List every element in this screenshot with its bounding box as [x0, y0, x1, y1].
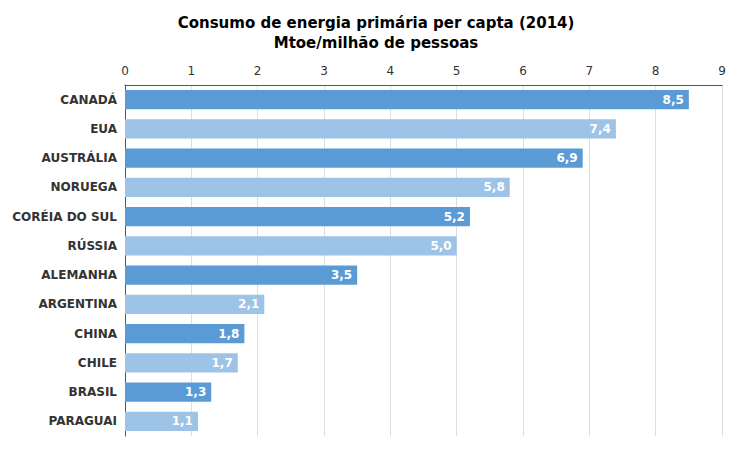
svg-text:1,7: 1,7: [212, 356, 233, 370]
svg-text:ALEMANHA: ALEMANHA: [41, 268, 117, 282]
svg-text:Consumo de energia primária pe: Consumo de energia primária per capta (2…: [178, 14, 575, 32]
svg-text:3,5: 3,5: [331, 268, 352, 282]
svg-text:1,3: 1,3: [185, 385, 206, 399]
svg-text:EUA: EUA: [90, 122, 118, 136]
svg-text:6: 6: [519, 64, 527, 78]
svg-text:BRASIL: BRASIL: [69, 385, 118, 399]
svg-text:5,8: 5,8: [483, 180, 504, 194]
svg-text:ARGENTINA: ARGENTINA: [38, 297, 117, 311]
svg-text:CHINA: CHINA: [74, 327, 117, 341]
svg-text:8,5: 8,5: [663, 93, 684, 107]
svg-text:5: 5: [453, 64, 461, 78]
svg-text:CORÉIA DO SUL: CORÉIA DO SUL: [12, 209, 117, 224]
svg-text:5,0: 5,0: [430, 239, 451, 253]
svg-text:1,1: 1,1: [172, 414, 193, 428]
svg-text:4: 4: [387, 64, 395, 78]
svg-text:9: 9: [718, 64, 726, 78]
svg-text:8: 8: [652, 64, 660, 78]
svg-text:1: 1: [188, 64, 196, 78]
svg-text:NORUEGA: NORUEGA: [50, 180, 117, 194]
svg-text:PARAGUAI: PARAGUAI: [49, 414, 117, 428]
svg-text:1,8: 1,8: [218, 327, 239, 341]
svg-text:CANADÁ: CANADÁ: [60, 92, 117, 107]
svg-text:Mtoe/milhão de pessoas: Mtoe/milhão de pessoas: [274, 34, 479, 52]
svg-text:0: 0: [121, 64, 129, 78]
svg-text:RÚSSIA: RÚSSIA: [68, 238, 118, 253]
svg-text:CHILE: CHILE: [78, 356, 117, 370]
svg-text:5,2: 5,2: [444, 210, 465, 224]
svg-text:AUSTRÁLIA: AUSTRÁLIA: [42, 150, 118, 165]
svg-text:2,1: 2,1: [238, 297, 259, 311]
svg-text:6,9: 6,9: [556, 151, 577, 165]
svg-text:2: 2: [254, 64, 262, 78]
svg-text:7,4: 7,4: [590, 122, 611, 136]
svg-text:3: 3: [320, 64, 328, 78]
svg-text:7: 7: [586, 64, 594, 78]
